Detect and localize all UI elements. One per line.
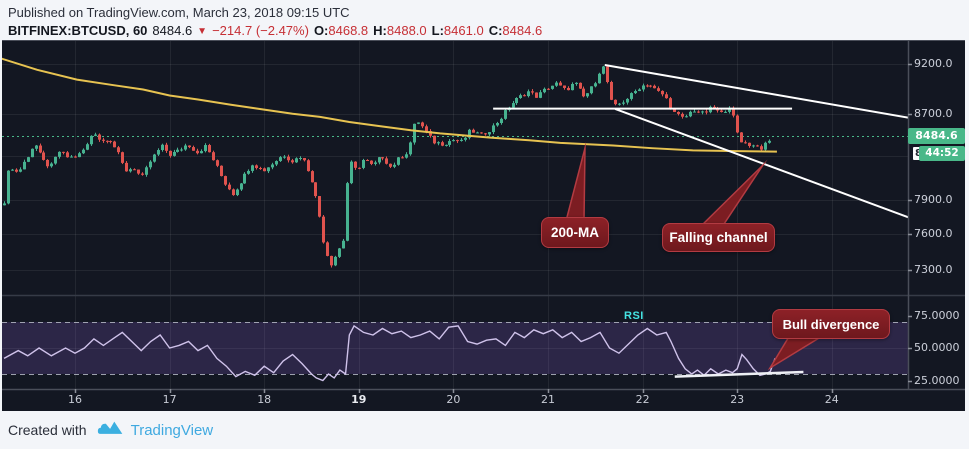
price-tick-label: 8700.0 — [914, 106, 953, 120]
chart-canvas[interactable] — [2, 41, 965, 411]
high-label: H: — [373, 23, 387, 38]
time-tick-label: 24 — [824, 393, 839, 406]
rsi-indicator-label: RSI — [624, 310, 644, 322]
close-label: C: — [488, 23, 503, 38]
callout-bull-divergence[interactable]: Bull divergence — [772, 309, 890, 339]
rsi-tick-label: 75.0000 — [914, 308, 960, 322]
price-change: −214.7 (−2.47%) — [212, 23, 309, 38]
bar-countdown-badge: 44:52 — [919, 146, 965, 161]
created-with-text: Created with — [8, 422, 87, 438]
tradingview-brand-link[interactable]: TradingView — [130, 421, 214, 439]
high-value: 8488.0 — [386, 23, 427, 38]
footer: Created with TradingView — [0, 411, 969, 449]
price-tick-label: 9200.0 — [914, 57, 953, 70]
last-price-badge: 8484.6 — [908, 128, 965, 144]
header: Published on TradingView.com, March 23, … — [8, 4, 542, 41]
low-label: L: — [431, 23, 444, 38]
published-line: Published on TradingView.com, March 23, … — [8, 5, 350, 20]
low-value: 8461.0 — [443, 23, 484, 38]
time-tick-label: 18 — [257, 393, 272, 406]
symbol-line: BITFINEX:BTCUSD, 60 8484.6 ▼ −214.7 (−2.47%… — [8, 22, 542, 41]
last-price: 8484.6 — [152, 23, 193, 38]
rsi-tick-label: 50.0000 — [914, 341, 960, 354]
time-tick-label: 17 — [162, 393, 177, 406]
time-tick-label: 23 — [730, 393, 745, 406]
close-value: 8484.6 — [502, 23, 543, 38]
symbol-name: BITFINEX:BTCUSD, 60 — [8, 23, 148, 38]
price-tick-label: 7600.0 — [914, 227, 953, 241]
time-tick-label: 16 — [68, 393, 82, 406]
time-tick-label: 22 — [635, 393, 650, 406]
time-tick-label: 21 — [541, 393, 555, 406]
open-label: O: — [313, 23, 329, 38]
tradingview-logo-icon[interactable] — [97, 419, 124, 442]
time-tick-label: 19 — [351, 393, 367, 406]
open-value: 8468.8 — [328, 23, 369, 38]
price-tick-label: 7300.0 — [914, 262, 953, 276]
callout-200-ma[interactable]: 200-MA — [541, 217, 609, 248]
callout-falling-channel[interactable]: Falling channel — [662, 223, 775, 252]
rsi-tick-label: 25.0000 — [914, 373, 960, 387]
time-tick-label: 20 — [446, 393, 461, 406]
price-tick-label: 7900.0 — [914, 192, 953, 206]
down-arrow-icon: ▼ — [197, 26, 208, 37]
chart-area[interactable]: 8484.6 8300.0 44:52 RSI 200-MA Falling c… — [2, 40, 965, 412]
